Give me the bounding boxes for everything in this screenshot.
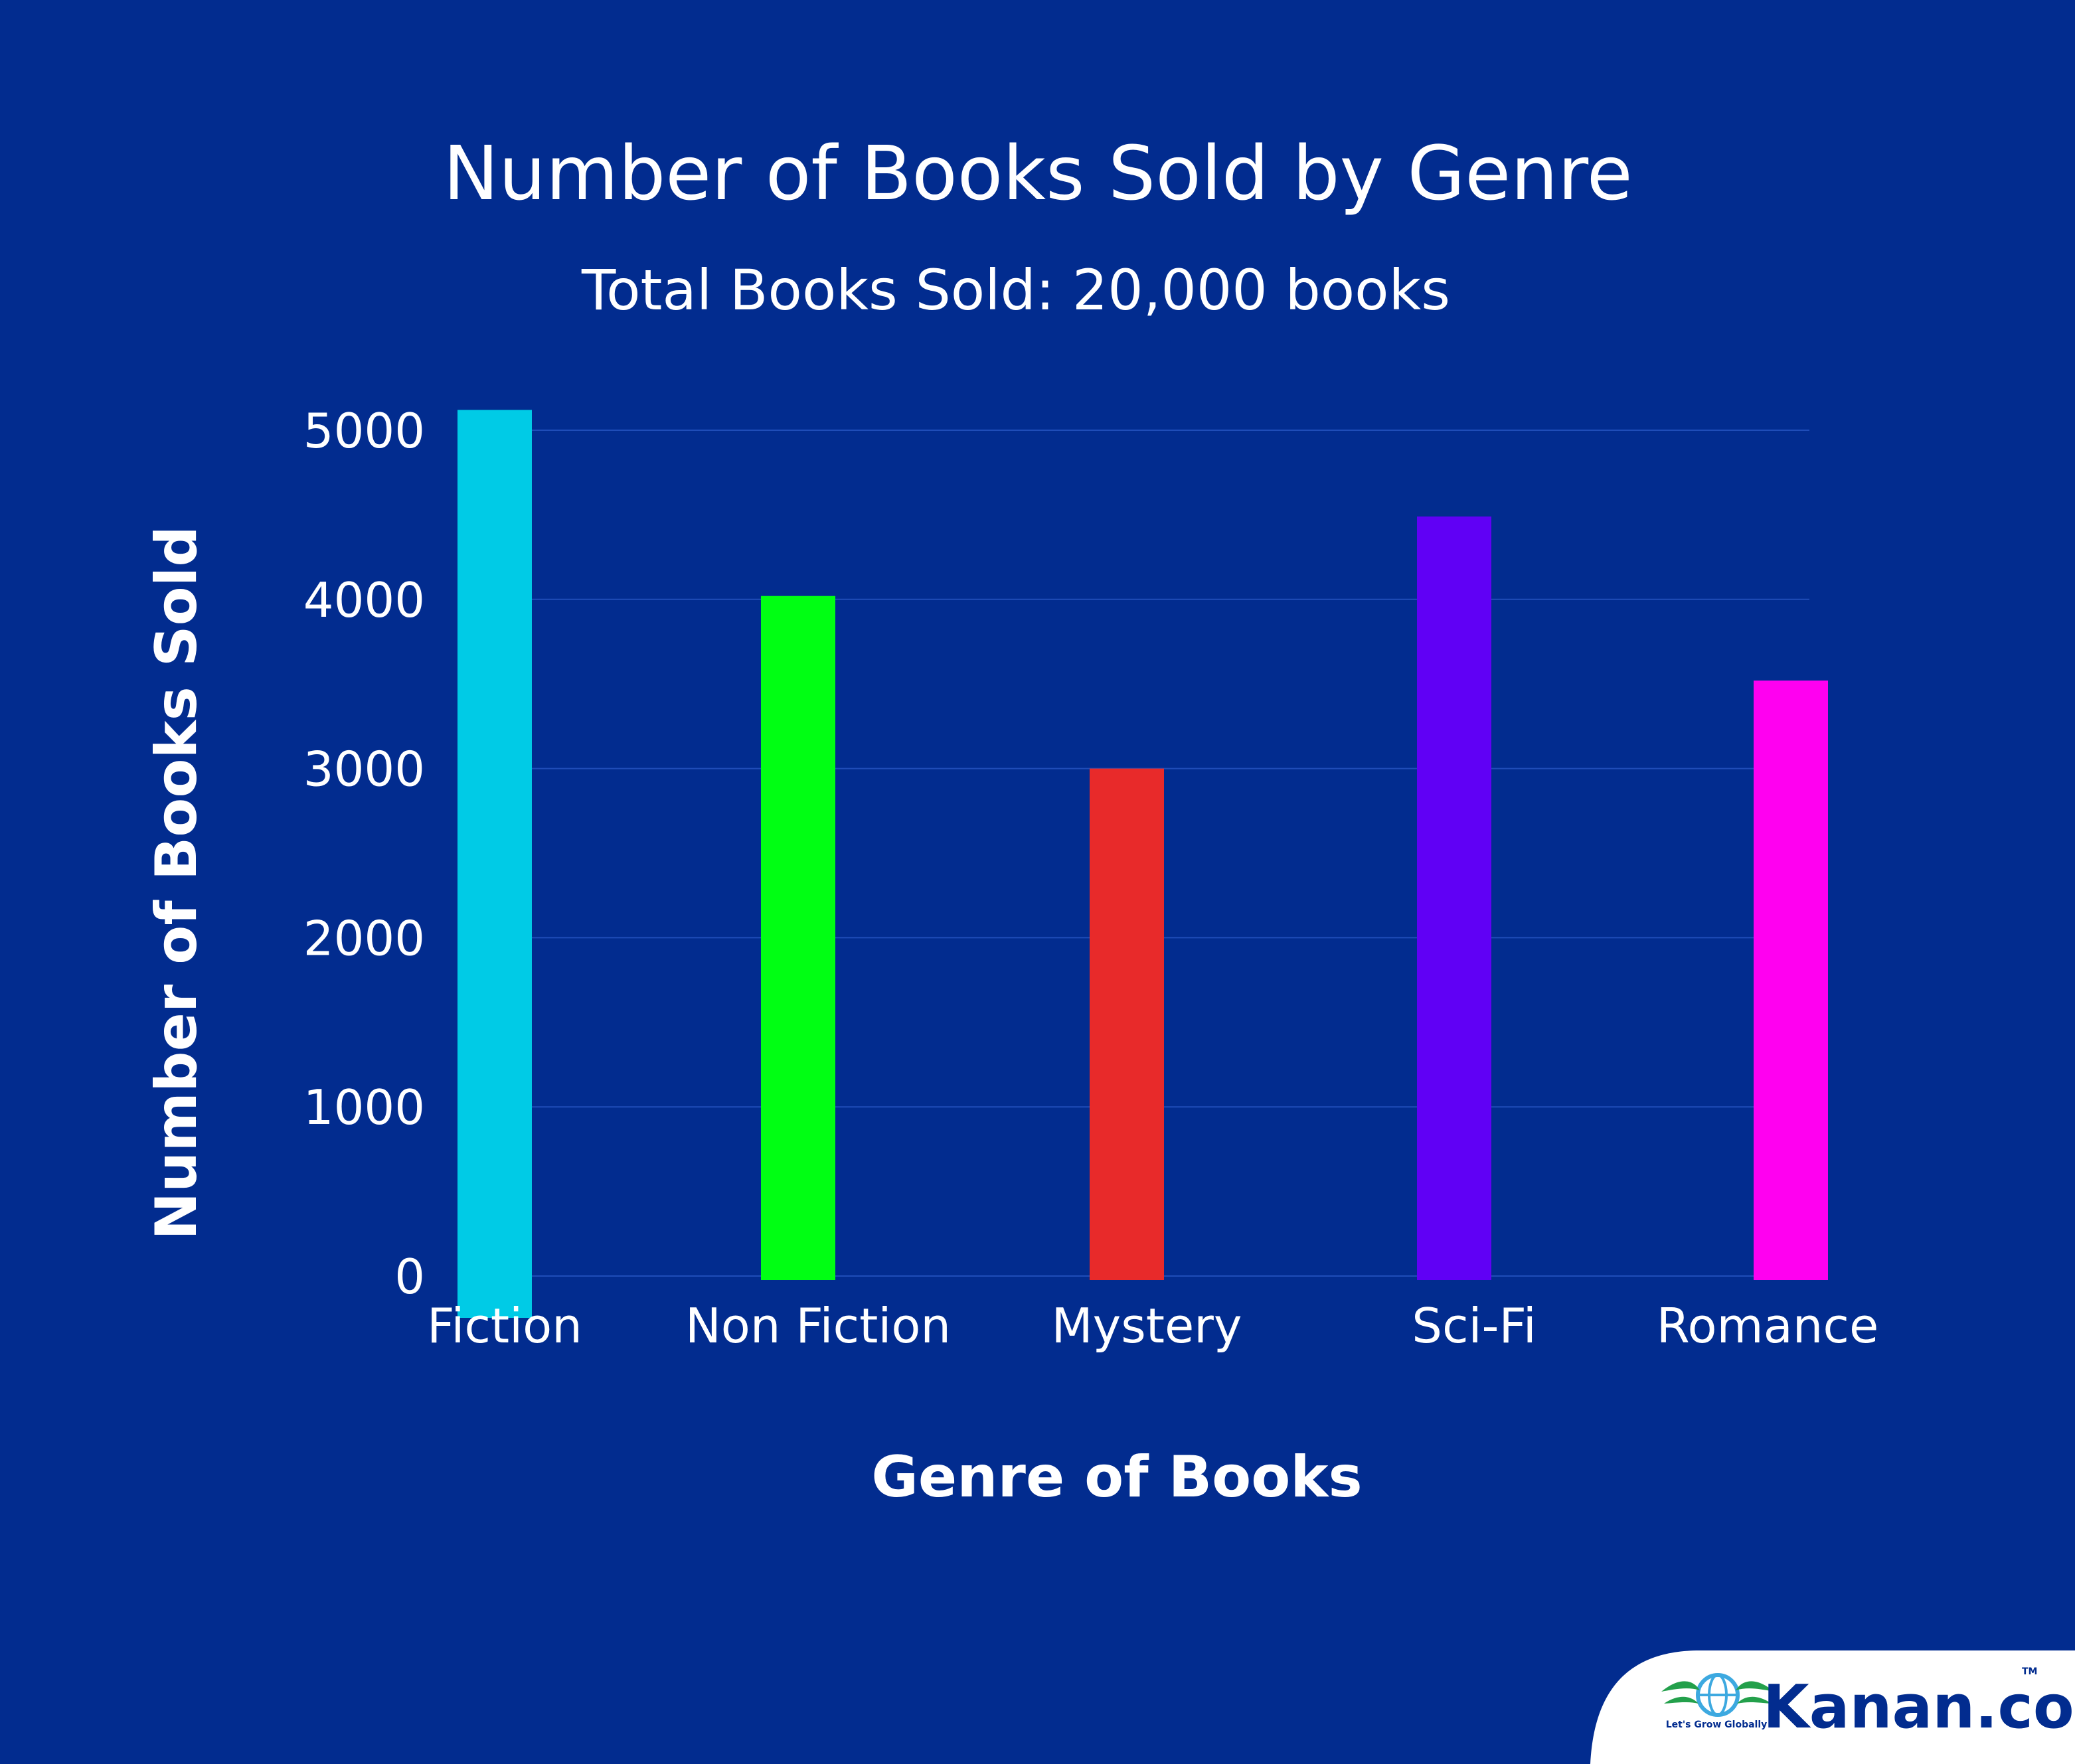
brand-name: Kanan.co <box>1763 1672 2074 1742</box>
x-tick-label: Romance <box>1657 1298 1879 1354</box>
bar-romance <box>1754 681 1828 1280</box>
bar-non-fiction <box>761 596 835 1280</box>
y-tick-label: 1000 <box>303 1080 425 1135</box>
chart-subtitle: Total Books Sold: 20,000 books <box>581 258 1450 323</box>
bar-sci-fi <box>1417 516 1491 1280</box>
y-tick-label: 3000 <box>303 742 425 797</box>
y-tick-label: 5000 <box>303 403 425 459</box>
x-tick-labels: Fiction Non Fiction Mystery Sci-Fi Romance <box>427 1298 1878 1354</box>
globe-wings-icon <box>1661 1673 1774 1717</box>
bar-fiction <box>457 410 532 1318</box>
x-tick-label: Mystery <box>1052 1298 1242 1354</box>
bars <box>457 410 1828 1318</box>
bar-mystery <box>1090 768 1164 1280</box>
y-axis-label: Number of Books Sold <box>143 526 210 1240</box>
chart-title: Number of Books Sold by Genre <box>443 131 1632 217</box>
y-tick-labels: 0 1000 2000 3000 4000 5000 <box>303 403 425 1305</box>
brand-tagline: Let's Grow Globally <box>1666 1720 1768 1730</box>
x-axis-label: Genre of Books <box>871 1444 1362 1510</box>
y-tick-label: 0 <box>394 1249 425 1305</box>
y-tick-label: 4000 <box>303 572 425 628</box>
x-tick-label: Non Fiction <box>685 1298 951 1354</box>
brand-badge: Let's Grow Globally Kanan.co TM <box>1590 1650 2075 1764</box>
x-tick-label: Fiction <box>427 1298 582 1354</box>
brand-trademark: TM <box>2022 1666 2037 1677</box>
x-tick-label: Sci-Fi <box>1412 1298 1536 1354</box>
y-tick-label: 2000 <box>303 910 425 966</box>
